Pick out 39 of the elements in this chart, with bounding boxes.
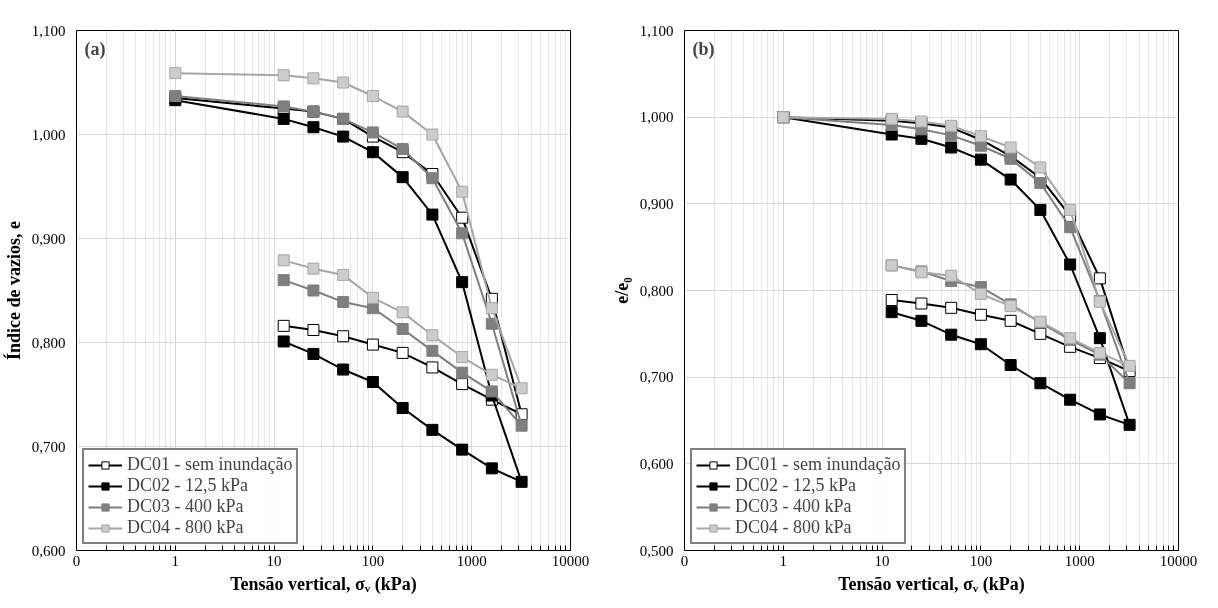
x-tick-label: 1: [779, 552, 788, 569]
y-tick-label: 0,900: [639, 195, 674, 212]
annotation: (a): [84, 38, 106, 60]
y-tick-label: 0,500: [639, 542, 674, 559]
y-tick-label: 0,900: [31, 230, 66, 247]
x-tick-label: 100: [361, 552, 385, 569]
x-tick-label: 0: [680, 552, 689, 569]
y-tick-label: 0,800: [31, 334, 66, 351]
y-tick-label: 0,700: [31, 438, 66, 455]
x-tick-label: 10: [874, 552, 890, 569]
legend-label: DC04 - 800 kPa: [127, 517, 244, 538]
y-tick-label: 1,000: [31, 126, 66, 143]
x-tick-label: 10000: [551, 552, 590, 569]
x-axis-title: Tensão vertical, σᵥ (kPa): [230, 573, 417, 595]
y-axis-title: Índice de vazios, e: [2, 220, 24, 360]
y-tick-label: 0,700: [639, 369, 674, 386]
x-tick-label: 10000: [1159, 552, 1198, 569]
legend-label: DC03 - 400 kPa: [127, 496, 244, 517]
y-tick-label: 0,600: [31, 542, 66, 559]
y-tick-label: 0,800: [639, 282, 674, 299]
y-tick-label: 0,600: [639, 455, 674, 472]
y-tick-label: 1,100: [31, 22, 66, 39]
x-tick-label: 1000: [456, 552, 487, 569]
x-tick-label: 1: [171, 552, 180, 569]
legend-label: DC02 - 12,5 kPa: [127, 475, 248, 496]
x-tick-label: 0: [72, 552, 81, 569]
legend-label: DC02 - 12,5 kPa: [735, 475, 856, 496]
annotation: (b): [692, 38, 715, 60]
x-tick-label: 1000: [1064, 552, 1095, 569]
legend-label: DC04 - 800 kPa: [735, 517, 852, 538]
x-axis-title: Tensão vertical, σᵥ (kPa): [838, 573, 1025, 595]
legend-label: DC03 - 400 kPa: [735, 496, 852, 517]
legend-label: DC01 - sem inundação: [735, 454, 901, 475]
legend-label: DC01 - sem inundação: [127, 454, 293, 475]
x-tick-label: 10: [266, 552, 282, 569]
y-tick-label: 1,100: [639, 22, 674, 39]
y-tick-label: 1,000: [639, 109, 674, 126]
x-tick-label: 100: [969, 552, 993, 569]
y-axis-title: e/e₀: [611, 277, 632, 304]
